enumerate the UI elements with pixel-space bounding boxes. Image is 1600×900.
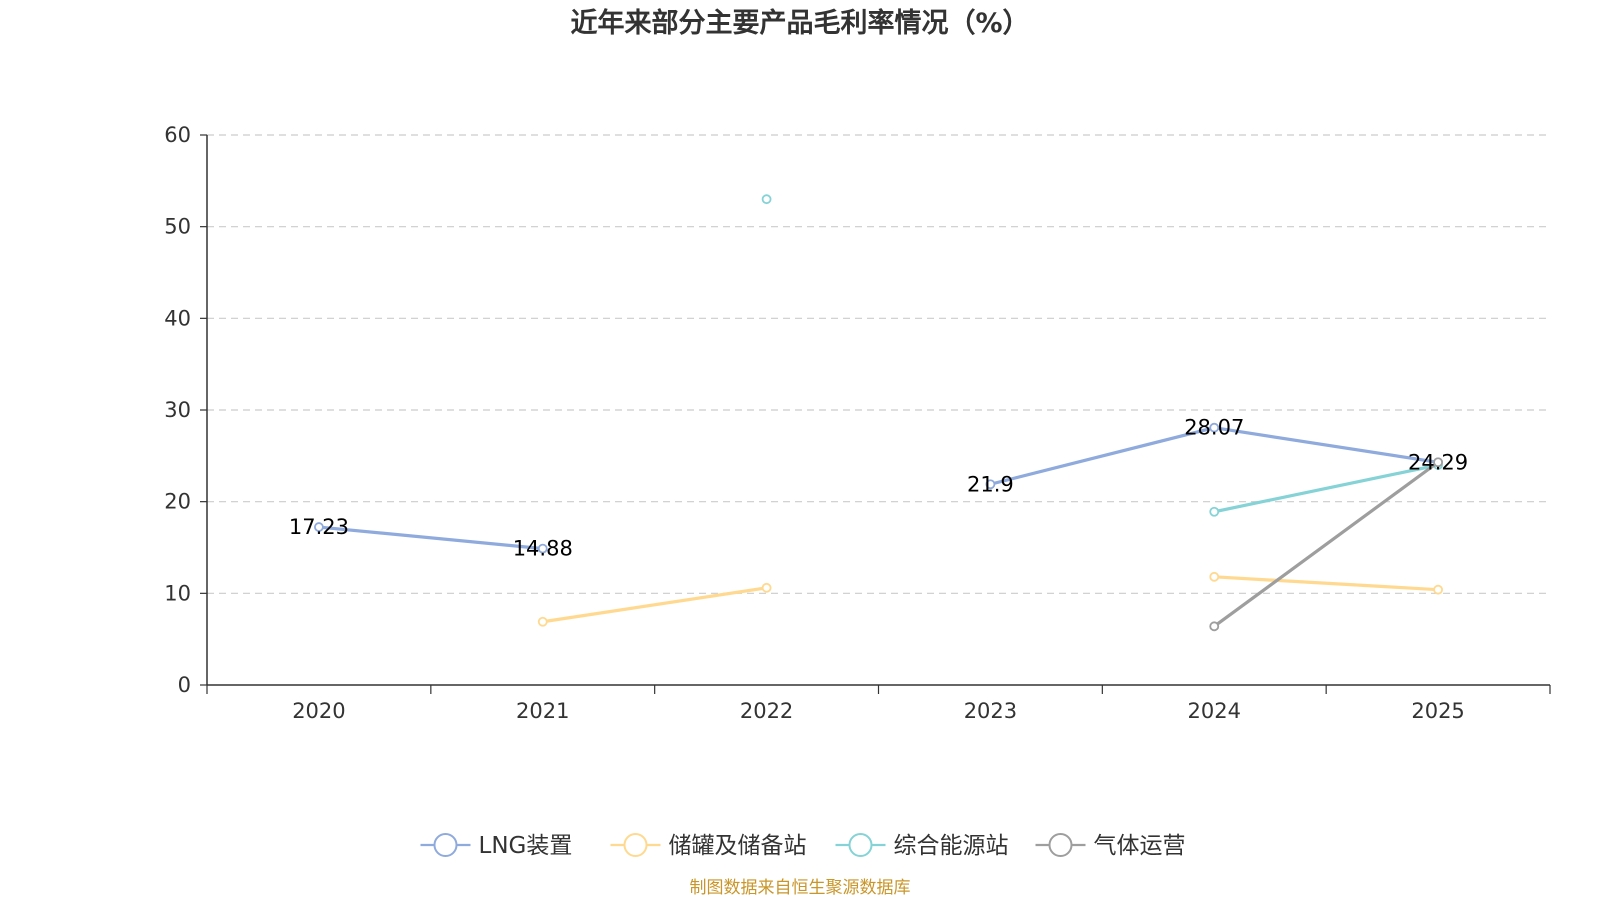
data-labels: 17.23 14.88 21.9 28.07 24.29 xyxy=(289,416,1468,561)
legend-item-2[interactable]: 综合能源站 xyxy=(835,833,1009,859)
legend-label: LNG装置 xyxy=(479,833,573,859)
legend-marker-icon xyxy=(623,833,648,857)
legend-marker-icon xyxy=(433,833,458,857)
y-tick-label: 0 xyxy=(178,673,191,697)
series-3 xyxy=(1209,457,1443,632)
series-line-segment xyxy=(988,426,1216,486)
series-line-segment xyxy=(1212,426,1440,464)
legend-marker-icon xyxy=(1048,833,1073,857)
x-tick-label: 2021 xyxy=(516,699,569,723)
data-point[interactable] xyxy=(1433,457,1443,468)
series-line-segment xyxy=(1212,463,1440,514)
series-line-segment xyxy=(541,586,769,624)
series-line-segment xyxy=(1212,575,1440,592)
y-tick-label: 50 xyxy=(164,215,191,239)
x-tick-label: 2022 xyxy=(740,699,793,723)
data-point[interactable] xyxy=(1209,621,1220,632)
data-point[interactable] xyxy=(1209,506,1220,517)
data-label: 21.9 xyxy=(967,472,1014,496)
legend-label: 储罐及储备站 xyxy=(669,833,807,859)
legend-item-3[interactable]: 气体运营 xyxy=(1035,833,1186,859)
data-point[interactable] xyxy=(1209,571,1220,582)
legend-label: 气体运营 xyxy=(1094,833,1186,859)
data-point[interactable] xyxy=(537,616,548,627)
data-point[interactable] xyxy=(1209,422,1220,433)
data-label: 17.23 xyxy=(289,515,349,539)
data-point[interactable] xyxy=(314,522,324,532)
y-tick-label: 10 xyxy=(164,581,191,605)
y-tick-label: 20 xyxy=(164,490,191,514)
series-1 xyxy=(537,571,1443,627)
grid-lines xyxy=(207,134,1550,594)
data-point[interactable] xyxy=(985,479,996,490)
series xyxy=(314,194,1443,632)
x-tick-label: 2020 xyxy=(292,699,345,723)
series-line-segment xyxy=(1212,460,1440,628)
legend-marker-icon xyxy=(848,833,873,857)
chart-title: 近年来部分主要产品毛利率情况（%） xyxy=(570,7,1029,39)
data-point[interactable] xyxy=(1433,584,1443,595)
y-tick-label: 30 xyxy=(164,398,191,422)
data-label: 24.29 xyxy=(1408,450,1468,474)
x-tick-label: 2023 xyxy=(964,699,1017,723)
x-tick-label: 2025 xyxy=(1411,699,1464,723)
data-label: 28.07 xyxy=(1184,416,1244,440)
x-tick-label: 2024 xyxy=(1188,699,1241,723)
legend: LNG装置 储罐及储备站 综合能源站 气体运营 xyxy=(420,833,1186,859)
series-2 xyxy=(761,194,1443,517)
legend-label: 综合能源站 xyxy=(894,833,1009,859)
series-0 xyxy=(314,422,1443,554)
y-tick-label: 60 xyxy=(164,123,191,147)
series-line-segment xyxy=(317,525,545,551)
y-tick-label: 40 xyxy=(164,306,191,330)
legend-item-0[interactable]: LNG装置 xyxy=(420,833,573,859)
data-point[interactable] xyxy=(537,543,548,554)
data-point[interactable] xyxy=(761,194,772,205)
source-note: 制图数据来自恒生聚源数据库 xyxy=(690,878,911,898)
axes: 0 10 20 30 40 50 60 2020 2021 2022 2023 2024 2025 xyxy=(164,123,1551,723)
legend-item-1[interactable]: 储罐及储备站 xyxy=(610,833,807,859)
data-point[interactable] xyxy=(761,582,772,593)
data-label: 14.88 xyxy=(513,537,573,561)
